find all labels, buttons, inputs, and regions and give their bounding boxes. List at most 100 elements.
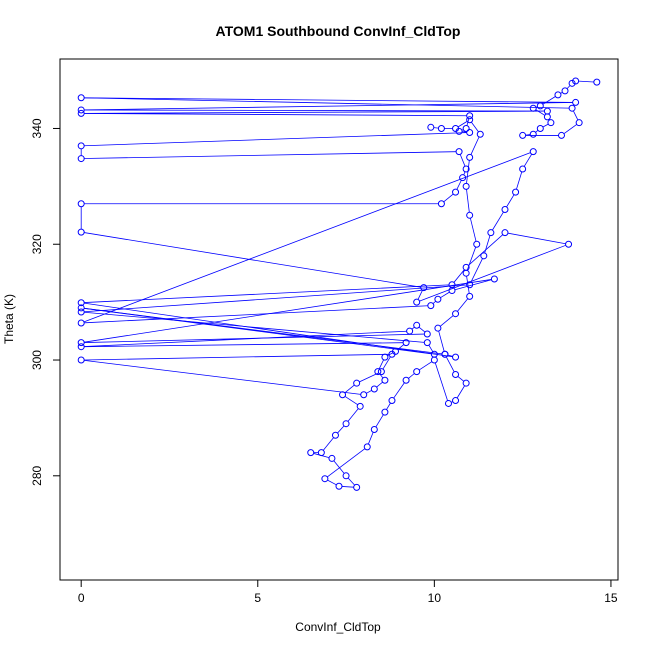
data-point bbox=[402, 376, 410, 384]
series-line-segment bbox=[84, 284, 467, 313]
series-line-segment bbox=[440, 291, 450, 299]
series-line-segment bbox=[428, 345, 434, 352]
data-point bbox=[77, 319, 85, 327]
data-point bbox=[77, 343, 85, 351]
series-line-segment bbox=[466, 276, 470, 294]
data-point bbox=[363, 443, 371, 451]
data-point bbox=[501, 206, 509, 214]
series-line-segment bbox=[347, 408, 359, 422]
series-line-segment bbox=[439, 315, 454, 327]
data-point bbox=[466, 129, 474, 137]
data-point bbox=[77, 94, 85, 102]
series-line-segment bbox=[457, 121, 468, 128]
data-point bbox=[466, 112, 474, 120]
data-point bbox=[77, 106, 85, 114]
data-point bbox=[77, 228, 85, 236]
series-line-segment bbox=[84, 132, 467, 147]
data-point bbox=[452, 370, 460, 378]
data-point bbox=[377, 368, 385, 376]
series-line-segment bbox=[397, 344, 405, 350]
data-point bbox=[575, 119, 583, 127]
data-point bbox=[339, 391, 347, 399]
series-line-segment bbox=[84, 305, 428, 324]
series-line-segment bbox=[322, 437, 334, 451]
series-line-segment bbox=[471, 121, 479, 133]
data-point bbox=[434, 295, 442, 303]
series-line-segment bbox=[453, 269, 465, 283]
data-point bbox=[466, 281, 474, 289]
series-line-segment bbox=[573, 110, 579, 121]
data-point bbox=[388, 350, 396, 358]
series-line-segment bbox=[525, 134, 531, 136]
series-line-segment bbox=[434, 362, 448, 401]
data-point bbox=[455, 148, 463, 156]
data-point bbox=[360, 391, 368, 399]
data-point bbox=[543, 107, 551, 115]
series-line-segment bbox=[84, 284, 450, 303]
series-layer bbox=[77, 77, 601, 491]
x-tick-label: 15 bbox=[604, 591, 618, 605]
series-line-segment bbox=[484, 235, 491, 254]
series-line-segment bbox=[84, 113, 467, 117]
series-line-segment bbox=[535, 109, 546, 116]
series-line-segment bbox=[535, 130, 539, 133]
series-line-segment bbox=[417, 290, 423, 300]
series-line-segment bbox=[347, 477, 355, 486]
series-line-segment bbox=[84, 307, 432, 355]
data-point bbox=[317, 449, 325, 457]
data-point bbox=[568, 79, 576, 87]
data-point bbox=[536, 124, 544, 132]
series-line-segment bbox=[578, 80, 594, 83]
data-point bbox=[452, 353, 460, 361]
series-line-segment bbox=[542, 123, 549, 128]
series-line-segment bbox=[443, 193, 454, 203]
x-axis: 0 5 10 15 bbox=[78, 579, 618, 605]
data-point bbox=[427, 123, 435, 131]
data-point bbox=[543, 113, 551, 121]
series-line-segment bbox=[456, 180, 462, 190]
series-line-segment bbox=[408, 373, 415, 379]
series-line-segment bbox=[470, 258, 483, 283]
data-point bbox=[434, 324, 442, 332]
y-axis-label: Theta (K) bbox=[2, 294, 16, 344]
series-line-segment bbox=[516, 171, 523, 190]
data-point bbox=[565, 240, 573, 248]
data-point bbox=[353, 483, 361, 491]
data-point bbox=[77, 299, 85, 307]
series-line-segment bbox=[433, 127, 439, 129]
data-point bbox=[462, 124, 470, 132]
data-point bbox=[437, 124, 445, 132]
data-point bbox=[423, 330, 431, 338]
y-tick-label: 300 bbox=[30, 350, 44, 370]
data-point bbox=[593, 78, 601, 86]
data-point bbox=[572, 77, 580, 85]
data-point bbox=[77, 155, 85, 163]
data-point bbox=[331, 431, 339, 439]
data-point bbox=[370, 385, 378, 393]
series-line-segment bbox=[456, 385, 465, 399]
data-point bbox=[466, 116, 474, 124]
data-point bbox=[466, 211, 474, 219]
series-line-segment bbox=[411, 326, 415, 330]
data-point bbox=[452, 188, 460, 196]
series-line-segment bbox=[563, 124, 577, 134]
data-point bbox=[77, 339, 85, 347]
data-point bbox=[413, 298, 421, 306]
data-point bbox=[462, 379, 470, 387]
series-line-segment bbox=[386, 402, 391, 410]
data-point bbox=[328, 454, 336, 462]
chart-title: ATOM1 Southbound ConvInf_CldTop bbox=[216, 23, 461, 39]
data-point bbox=[77, 304, 85, 312]
data-point bbox=[501, 229, 509, 237]
series-line-segment bbox=[83, 152, 531, 323]
data-point bbox=[448, 281, 456, 289]
series-line-segment bbox=[368, 432, 374, 445]
data-point bbox=[572, 98, 580, 106]
data-point bbox=[381, 376, 389, 384]
data-point bbox=[448, 287, 456, 295]
data-point bbox=[335, 482, 343, 490]
data-point bbox=[356, 402, 364, 410]
data-point bbox=[342, 420, 350, 428]
data-point bbox=[423, 339, 431, 347]
data-point bbox=[374, 368, 382, 376]
